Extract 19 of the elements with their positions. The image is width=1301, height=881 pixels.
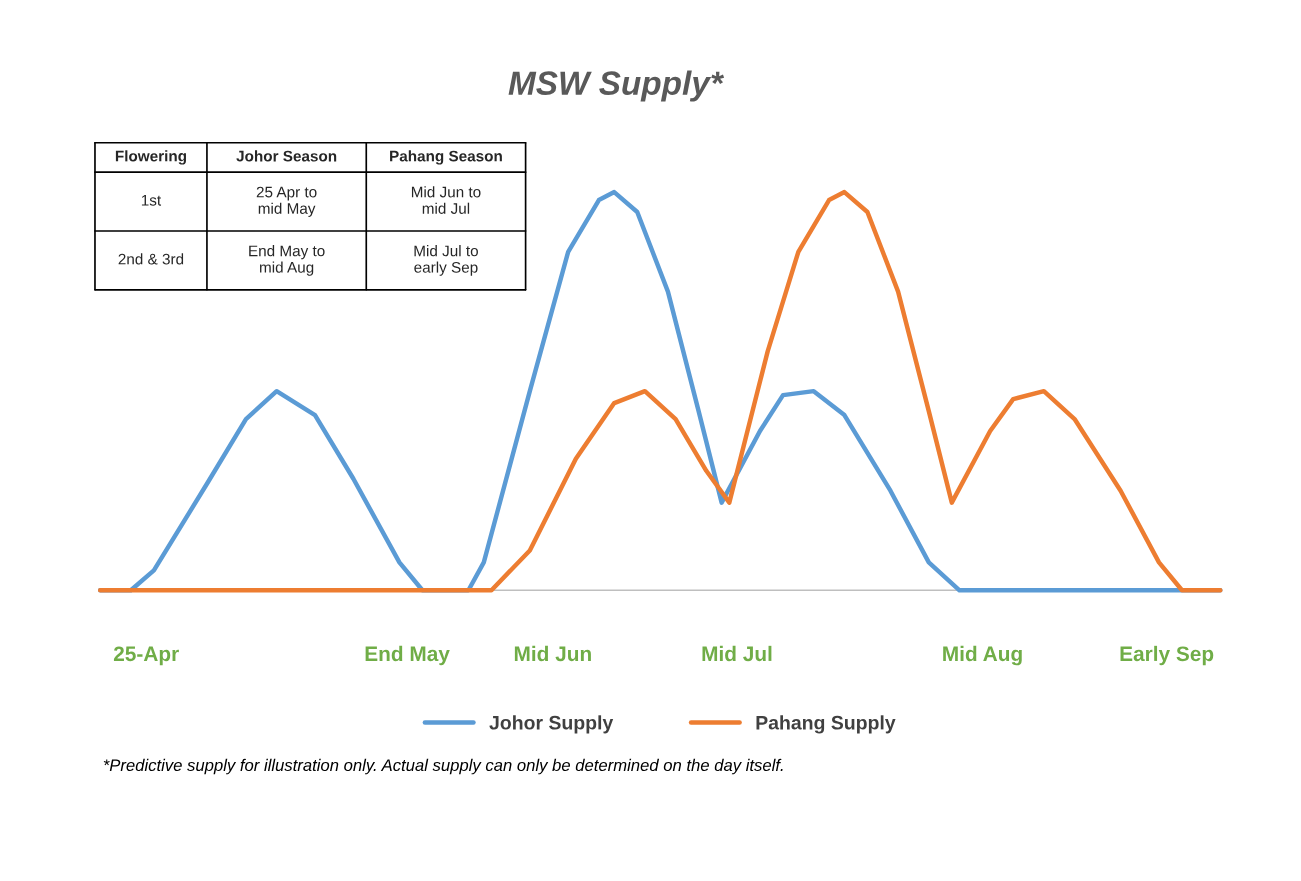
x-tick-label: Early Sep	[1120, 645, 1214, 666]
annotation: Mid Jun to mid Jul	[411, 186, 481, 214]
x-tick-label: 25-Apr	[113, 646, 179, 666]
annotation: End May to mid Aug	[249, 245, 325, 276]
x-tick-label: Mid Jul	[702, 645, 772, 662]
legend-label: Johor Supply	[489, 715, 614, 734]
text: *Predictive supply for illustration only. Actual supply can only be determined on the day itself.	[103, 758, 783, 775]
x-tick-label: Mid Jun	[514, 645, 591, 662]
annotation: 2nd & 3rd	[118, 253, 184, 265]
chart-title: MSW Supply*	[508, 70, 725, 102]
annotation: Mid Jul to early Sep	[414, 245, 478, 276]
x-tick-label: Mid Aug	[943, 645, 1022, 666]
annotation: 1st	[141, 195, 162, 206]
text: Flowering	[115, 150, 187, 165]
text: Pahang Season	[390, 150, 502, 165]
x-tick-label: End May	[365, 645, 450, 666]
text: Johor Season	[236, 150, 337, 162]
annotation: 25 Apr to mid May	[256, 186, 317, 217]
legend-label: Pahang Supply	[756, 715, 896, 734]
